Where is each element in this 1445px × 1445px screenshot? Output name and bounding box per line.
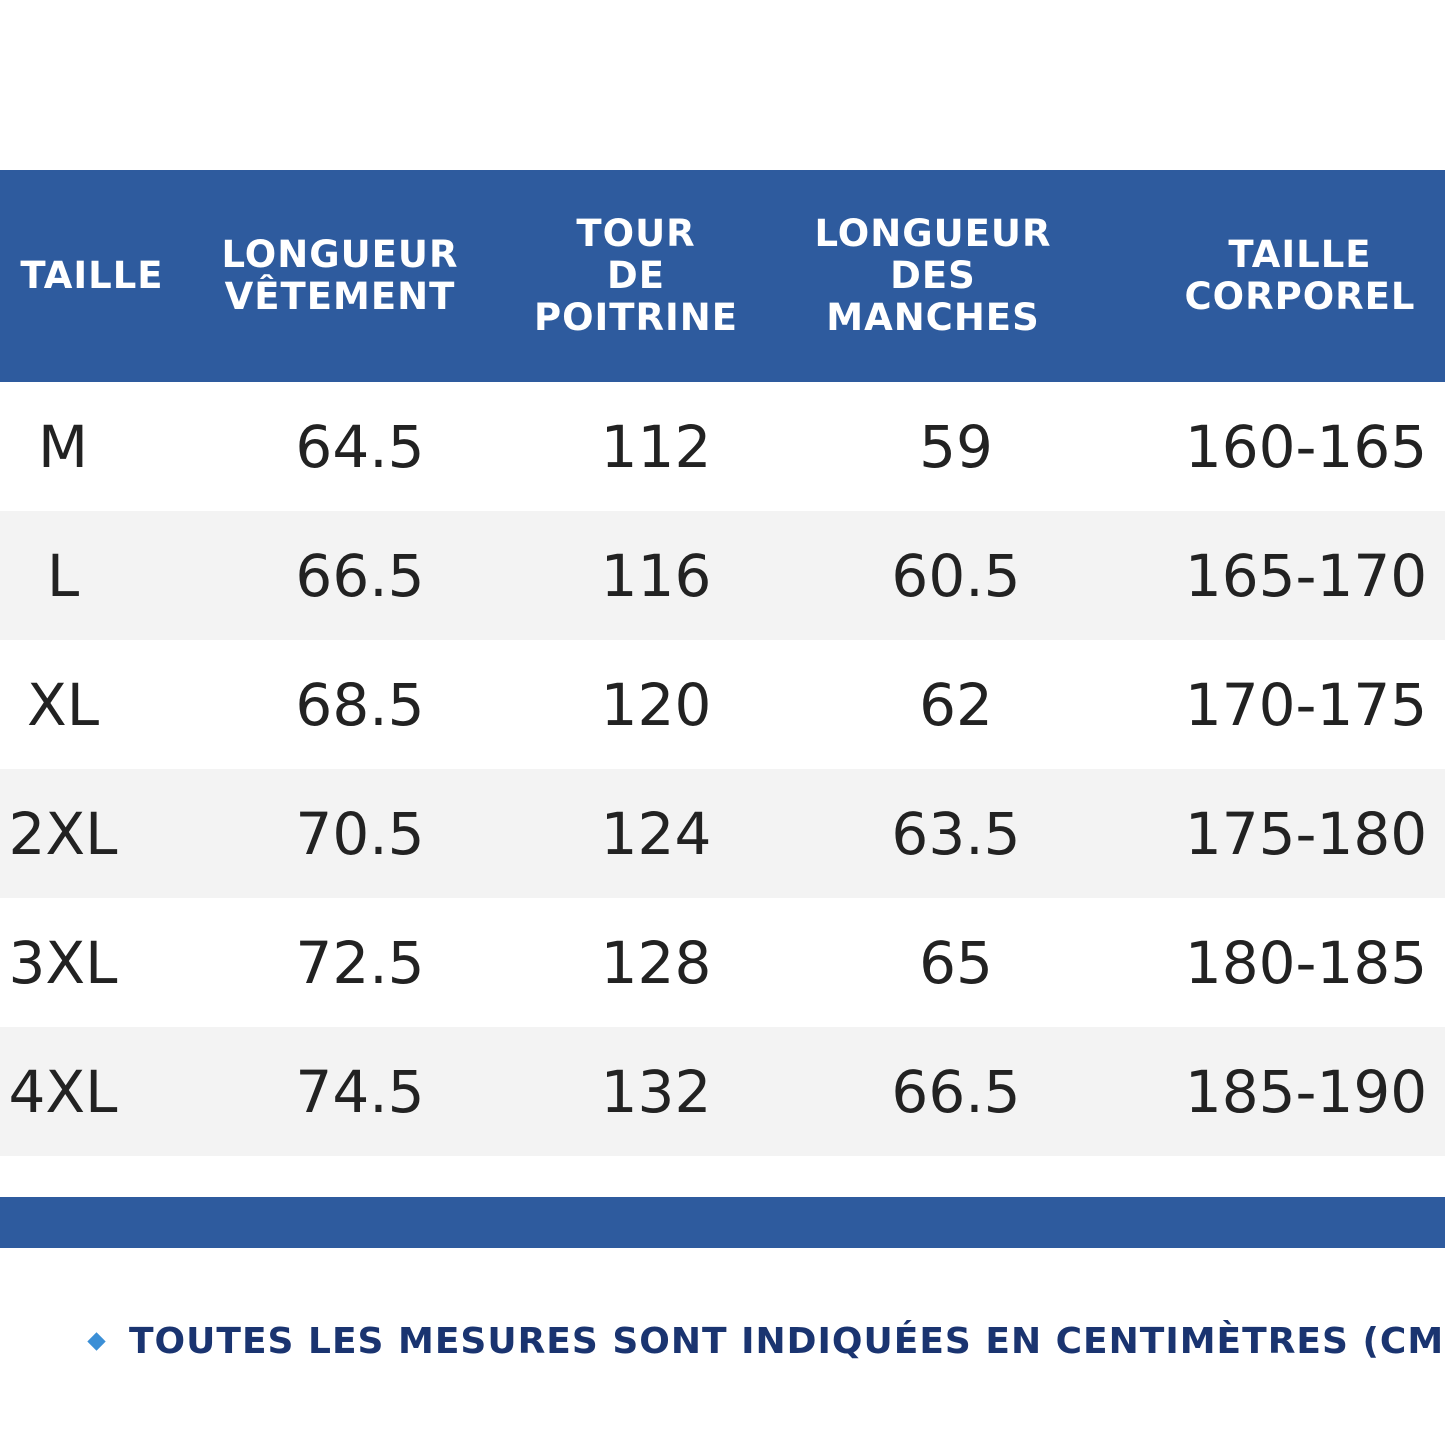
footnote: TOUTES LES MESURES SONT INDIQUÉES EN CEN…: [86, 1316, 1445, 1366]
header-cell: TAILLE: [0, 170, 242, 382]
size-cell: XL: [26, 670, 100, 739]
value-cell: 72.5: [295, 928, 425, 997]
value-cell: 70.5: [295, 799, 425, 868]
bullet: [87, 1331, 106, 1351]
value-cell: 74.5: [295, 1057, 425, 1126]
value-cell: 124: [600, 799, 712, 868]
header-cell: LONGUEUR VÊTEMENT: [190, 170, 490, 382]
value-cell: 175-180: [1184, 799, 1428, 868]
header-line: VÊTEMENT: [224, 275, 456, 318]
header-line: POITRINE: [533, 296, 739, 339]
value-cell: 116: [600, 541, 712, 610]
value-cell: 185-190: [1184, 1057, 1428, 1126]
value-cell: 62: [919, 670, 993, 739]
value-cell: 180-185: [1184, 928, 1428, 997]
value-cell: 66.5: [891, 1057, 1021, 1126]
table-row: M 64.5 112 59 160-165: [0, 382, 1445, 511]
value-cell: 63.5: [891, 799, 1021, 868]
header-line: TAILLE: [20, 254, 164, 297]
value-cell: 165-170: [1184, 541, 1428, 610]
header-cell: LONGUEUR DES MANCHES: [783, 170, 1083, 382]
header-band: TAILLE LONGUEUR VÊTEMENT TOUR DE POITRINE LONG…: [0, 170, 1445, 382]
header-line: TOUR: [576, 212, 696, 255]
header-line: DE: [607, 254, 665, 297]
bottom-bar: [0, 1197, 1445, 1248]
value-cell: 66.5: [295, 541, 425, 610]
header-line: CORPOREL: [1184, 275, 1416, 318]
value-cell: 160-165: [1184, 412, 1428, 481]
size-cell: L: [46, 541, 80, 610]
header-line: MANCHES: [826, 296, 1040, 339]
table-row: 2XL 70.5 124 63.5 175-180: [0, 769, 1445, 898]
size-cell: 3XL: [8, 928, 118, 997]
value-cell: 170-175: [1184, 670, 1428, 739]
value-cell: 128: [600, 928, 712, 997]
value-cell: 59: [919, 412, 993, 481]
value-cell: 64.5: [295, 412, 425, 481]
value-cell: 65: [919, 928, 993, 997]
header-line: LONGUEUR: [814, 212, 1052, 255]
value-cell: 120: [600, 670, 712, 739]
size-cell: 4XL: [8, 1057, 118, 1126]
header-cell: TAILLE CORPOREL: [1150, 170, 1445, 382]
table-row: 3XL 72.5 128 65 180-185: [0, 898, 1445, 1027]
size-cell: M: [37, 412, 89, 481]
header-line: TAILLE: [1228, 233, 1372, 276]
header-line: DES: [890, 254, 976, 297]
value-cell: 68.5: [295, 670, 425, 739]
header-cell: TOUR DE POITRINE: [486, 170, 786, 382]
value-cell: 60.5: [891, 541, 1021, 610]
table-row: 4XL 74.5 132 66.5 185-190: [0, 1027, 1445, 1156]
size-cell: 2XL: [8, 799, 118, 868]
value-cell: 132: [600, 1057, 712, 1126]
table-row: L 66.5 116 60.5 165-170: [0, 511, 1445, 640]
table-row: XL 68.5 120 62 170-175: [0, 640, 1445, 769]
header-line: LONGUEUR: [221, 233, 459, 276]
footnote-text: TOUTES LES MESURES SONT INDIQUÉES EN CEN…: [129, 1320, 1445, 1362]
value-cell: 112: [600, 412, 712, 481]
